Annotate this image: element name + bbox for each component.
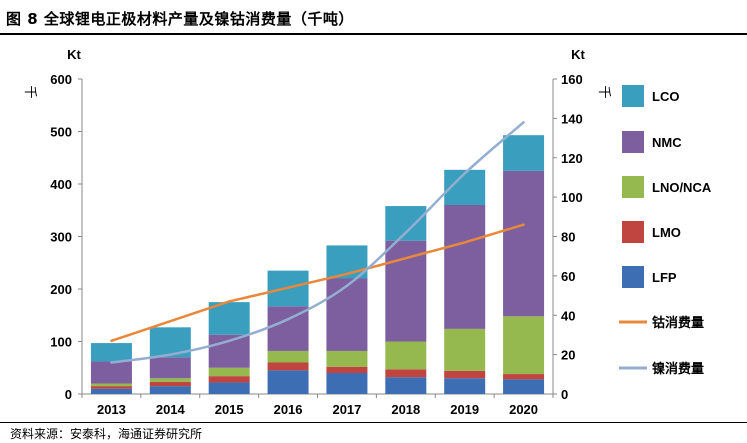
- bar-lno-nca: [208, 367, 250, 377]
- left-tick-label: 0: [65, 387, 72, 402]
- bar-lfp: [149, 386, 191, 394]
- legend-label-cobalt-consumption: 钴消费量: [652, 315, 704, 330]
- left-tick-label: 600: [50, 72, 72, 87]
- bar-lno-nca: [385, 341, 427, 370]
- left-tick-label: 100: [50, 335, 72, 350]
- bar-nmc: [326, 278, 368, 351]
- left-tick-label: 400: [50, 177, 72, 192]
- x-tick-label: 2018: [391, 402, 420, 417]
- cobalt-consumption-line: [110, 223, 525, 343]
- bar-lmo: [208, 376, 250, 383]
- right-tick-label: 60: [561, 269, 575, 284]
- bar-lno-nca: [90, 383, 132, 387]
- right-tick-label: 100: [561, 190, 583, 205]
- left-tick-label: 200: [50, 282, 72, 297]
- legend-label-lmo: LMO: [652, 225, 681, 240]
- bar-lno-nca: [444, 328, 486, 371]
- bar-lmo: [503, 374, 545, 380]
- x-tick-label: 2016: [274, 402, 303, 417]
- legend-label-lco: LCO: [652, 89, 679, 104]
- bar-nmc: [444, 205, 486, 329]
- right-tick-label: 20: [561, 348, 575, 363]
- legend-swatch-nmc: [622, 131, 644, 153]
- title-rule: [0, 33, 747, 35]
- right-tick-label: 40: [561, 308, 575, 323]
- legend-label-nmc: NMC: [652, 135, 682, 150]
- bar-lfp: [208, 382, 250, 394]
- right-tick-label: 160: [561, 72, 583, 87]
- legend-label-nickel-consumption: 镍消费量: [652, 361, 704, 376]
- right-axis-unit: Kt: [571, 47, 585, 62]
- bar-lfp: [444, 378, 486, 394]
- legend-swatch-lmo: [622, 221, 644, 243]
- bar-lmo: [149, 381, 191, 387]
- bar-lmo: [267, 362, 309, 371]
- bar-lmo: [326, 366, 368, 373]
- x-tick-label: 2017: [332, 402, 361, 417]
- x-tick-label: 2020: [509, 402, 538, 417]
- legend-swatch-lco: [622, 85, 644, 107]
- bar-lfp: [326, 373, 368, 394]
- right-tick-label: 0: [561, 387, 568, 402]
- right-tick-label: 80: [561, 230, 575, 245]
- source-note: 资料来源：安泰科，海通证券研究所: [10, 427, 203, 441]
- bar-lco: [208, 302, 250, 335]
- legend-label-lfp: LFP: [652, 270, 677, 285]
- bar-lfp: [385, 377, 427, 394]
- bar-lco: [385, 206, 427, 241]
- bar-lmo: [444, 370, 486, 379]
- bar-lco: [90, 343, 132, 362]
- bar-lmo: [385, 369, 427, 378]
- bar-nmc: [149, 357, 191, 379]
- right-tick-label: 140: [561, 111, 583, 126]
- bar-nmc: [503, 170, 545, 317]
- legend-swatch-lno-nca: [622, 176, 644, 198]
- right-tick-label: 120: [561, 151, 583, 166]
- source-rule: [0, 422, 747, 423]
- left-axis-unit: Kt: [67, 47, 81, 62]
- bar-lco: [503, 135, 545, 171]
- legend-swatch-lfp: [622, 266, 644, 288]
- left-tick-label: 500: [50, 125, 72, 140]
- bar-lfp: [503, 379, 545, 394]
- bar-lfp: [90, 388, 132, 394]
- bar-lno-nca: [267, 350, 309, 363]
- legend-label-lno-nca: LNO/NCA: [652, 180, 712, 195]
- x-tick-label: 2014: [156, 402, 186, 417]
- bar-lfp: [267, 370, 309, 394]
- bar-lno-nca: [503, 316, 545, 375]
- right-axis-label: 千: [597, 85, 612, 98]
- x-tick-label: 2013: [97, 402, 126, 417]
- bar-lno-nca: [149, 378, 191, 382]
- nickel-consumption-line: [110, 121, 525, 364]
- x-tick-label: 2015: [215, 402, 244, 417]
- figure-title: 图 8 全球锂电正极材料产量及镍钴消费量（千吨）: [6, 10, 354, 28]
- bar-nmc: [385, 240, 427, 342]
- x-tick-label: 2019: [450, 402, 479, 417]
- left-tick-label: 300: [50, 230, 72, 245]
- bar-lno-nca: [326, 350, 368, 367]
- bar-lmo: [90, 386, 132, 389]
- bar-nmc: [90, 361, 132, 384]
- left-axis-label: 千: [23, 85, 38, 98]
